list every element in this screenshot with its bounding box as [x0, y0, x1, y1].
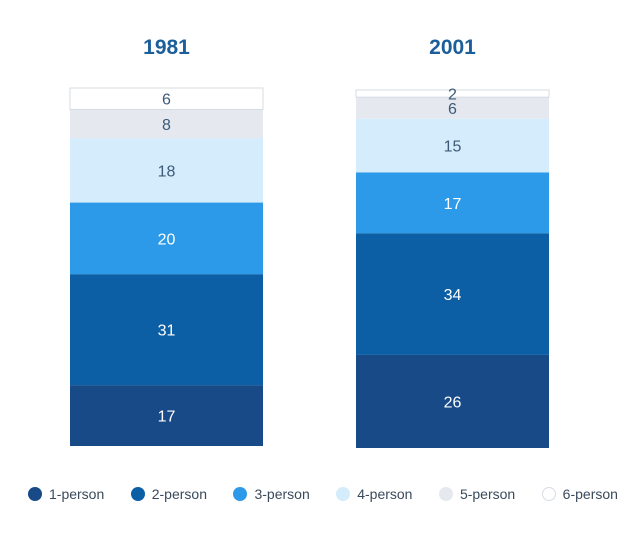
data-label: 31	[158, 323, 176, 340]
data-label: 26	[444, 394, 462, 411]
data-label: 6	[162, 92, 171, 109]
bar-segment-3-person	[356, 172, 549, 234]
data-label: 17	[444, 196, 462, 213]
data-label: 17	[158, 409, 176, 426]
data-label: 6	[448, 101, 457, 118]
legend-swatch	[233, 487, 248, 501]
legend-label: 4-person	[357, 486, 413, 502]
legend-label: 1-person	[49, 486, 105, 502]
bar-segment-6-person	[355, 89, 550, 98]
legend-swatch	[541, 487, 556, 501]
bar-segment-4-person	[356, 118, 549, 173]
legend-label: 3-person	[254, 486, 310, 502]
legend-item-5-person: 5-person	[438, 486, 516, 502]
legend-item-3-person: 3-person	[233, 486, 310, 502]
bar-segment-4-person	[70, 138, 263, 203]
data-label: 8	[162, 117, 171, 134]
legend: 1-person 2-person 3-person 4-person 5-pe…	[28, 486, 618, 502]
bar-segment-6-person	[69, 87, 264, 110]
data-label: 34	[444, 287, 462, 304]
legend-swatch	[336, 487, 351, 501]
legend-item-4-person: 4-person	[336, 486, 412, 502]
column-title-1981: 1981	[143, 36, 190, 59]
data-label: 2	[448, 87, 457, 104]
data-label: 15	[444, 138, 462, 155]
legend-item-1-person: 1-person	[28, 486, 104, 502]
legend-item-6-person: 6-person	[541, 486, 618, 502]
data-label: 18	[158, 163, 176, 180]
bar-segment-2-person	[356, 233, 549, 355]
legend-label: 6-person	[562, 486, 618, 502]
legend-label: 5-person	[459, 486, 516, 502]
legend-swatch	[130, 487, 145, 501]
bar-segment-2-person	[70, 274, 263, 386]
column-title-2001: 2001	[429, 36, 476, 59]
legend-swatch	[28, 487, 42, 501]
legend-label: 2-person	[151, 486, 207, 502]
bar-segment-5-person	[356, 97, 549, 119]
bar-segment-1-person	[70, 385, 263, 446]
bar-segment-1-person	[356, 354, 549, 448]
legend-item-2-person: 2-person	[130, 486, 207, 502]
bar-segment-3-person	[70, 202, 263, 275]
legend-swatch	[438, 487, 453, 501]
data-label: 20	[158, 231, 176, 248]
bar-segment-5-person	[70, 109, 263, 139]
